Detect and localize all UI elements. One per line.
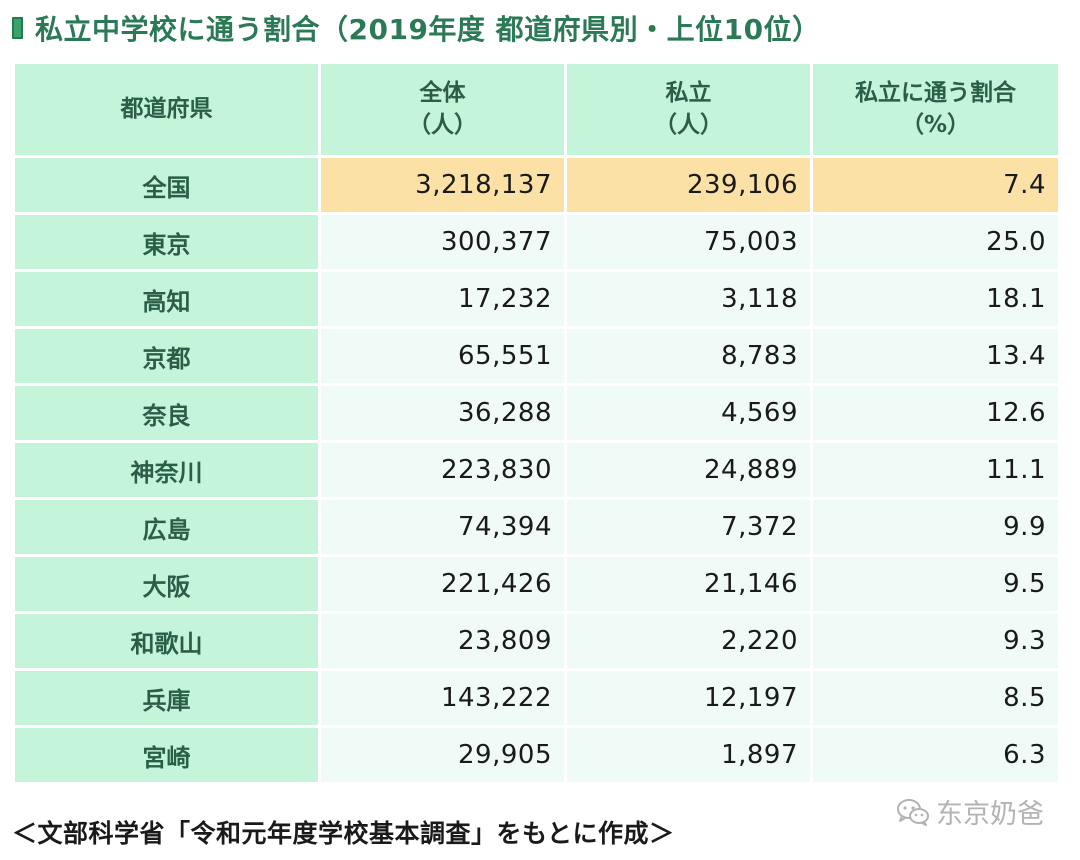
cell-total: 29,905 xyxy=(321,728,564,782)
cell-ratio: 9.5 xyxy=(813,557,1058,611)
table-body: 全国 3,218,137 239,106 7.4 東京 300,377 75,0… xyxy=(15,158,1058,782)
cell-total: 143,222 xyxy=(321,671,564,725)
header-ratio-label: 私立に通う割合 xyxy=(855,80,1016,107)
table-row: 兵庫 143,222 12,197 8.5 xyxy=(15,671,1058,725)
title-row: 私立中学校に通う割合（2019年度 都道府県別・上位10位） xyxy=(12,8,821,48)
header-total-label: 全体 xyxy=(419,80,466,107)
cell-total: 65,551 xyxy=(321,329,564,383)
cell-prefecture: 奈良 xyxy=(15,386,318,440)
cell-prefecture: 和歌山 xyxy=(15,614,318,668)
table-row: 広島 74,394 7,372 9.9 xyxy=(15,500,1058,554)
cell-total: 223,830 xyxy=(321,443,564,497)
watermark-text: 东京奶爸 xyxy=(936,799,1044,830)
page-title: 私立中学校に通う割合（2019年度 都道府県別・上位10位） xyxy=(35,13,821,46)
cell-prefecture: 宮崎 xyxy=(15,728,318,782)
table-row: 高知 17,232 3,118 18.1 xyxy=(15,272,1058,326)
header-total: 全体 （人） xyxy=(321,64,564,155)
cell-ratio: 11.1 xyxy=(813,443,1058,497)
cell-ratio: 12.6 xyxy=(813,386,1058,440)
cell-prefecture: 東京 xyxy=(15,215,318,269)
cell-total: 221,426 xyxy=(321,557,564,611)
wechat-icon xyxy=(897,798,929,826)
header-prefecture: 都道府県 xyxy=(15,64,318,155)
cell-private: 75,003 xyxy=(567,215,810,269)
watermark: 东京奶爸 xyxy=(896,792,1044,831)
table-row: 宮崎 29,905 1,897 6.3 xyxy=(15,728,1058,782)
source-note: ＜文部科学省「令和元年度学校基本調査」をもとに作成＞ xyxy=(12,819,675,848)
header-ratio-unit: （%） xyxy=(900,111,971,138)
cell-total: 74,394 xyxy=(321,500,564,554)
table-row: 大阪 221,426 21,146 9.5 xyxy=(15,557,1058,611)
table-row-national: 全国 3,218,137 239,106 7.4 xyxy=(15,158,1058,212)
private-school-ratio-table: 都道府県 全体 （人） 私立 （人） 私立に通う割合 （%） 全国 3,2 xyxy=(12,61,1061,785)
header-private: 私立 （人） xyxy=(567,64,810,155)
cell-ratio: 9.3 xyxy=(813,614,1058,668)
cell-private: 3,118 xyxy=(567,272,810,326)
cell-private: 1,897 xyxy=(567,728,810,782)
title-marker-icon xyxy=(12,17,23,39)
table-row: 和歌山 23,809 2,220 9.3 xyxy=(15,614,1058,668)
header-private-unit: （人） xyxy=(654,111,723,138)
cell-private: 24,889 xyxy=(567,443,810,497)
cell-total: 3,218,137 xyxy=(321,158,564,212)
cell-private: 2,220 xyxy=(567,614,810,668)
table-row: 奈良 36,288 4,569 12.6 xyxy=(15,386,1058,440)
cell-ratio: 9.9 xyxy=(813,500,1058,554)
cell-ratio: 25.0 xyxy=(813,215,1058,269)
cell-private: 7,372 xyxy=(567,500,810,554)
cell-ratio: 7.4 xyxy=(813,158,1058,212)
cell-ratio: 6.3 xyxy=(813,728,1058,782)
header-private-label: 私立 xyxy=(665,80,712,107)
header-total-unit: （人） xyxy=(408,111,477,138)
cell-prefecture: 京都 xyxy=(15,329,318,383)
header-prefecture-label: 都道府県 xyxy=(120,95,213,122)
table-row: 東京 300,377 75,003 25.0 xyxy=(15,215,1058,269)
cell-total: 36,288 xyxy=(321,386,564,440)
table-row: 神奈川 223,830 24,889 11.1 xyxy=(15,443,1058,497)
cell-private: 239,106 xyxy=(567,158,810,212)
table-row: 京都 65,551 8,783 13.4 xyxy=(15,329,1058,383)
data-table-container: 都道府県 全体 （人） 私立 （人） 私立に通う割合 （%） 全国 3,2 xyxy=(15,61,1058,785)
cell-prefecture: 神奈川 xyxy=(15,443,318,497)
cell-total: 17,232 xyxy=(321,272,564,326)
cell-private: 4,569 xyxy=(567,386,810,440)
cell-private: 12,197 xyxy=(567,671,810,725)
cell-prefecture: 大阪 xyxy=(15,557,318,611)
cell-prefecture: 兵庫 xyxy=(15,671,318,725)
header-ratio: 私立に通う割合 （%） xyxy=(813,64,1058,155)
cell-private: 21,146 xyxy=(567,557,810,611)
cell-total: 23,809 xyxy=(321,614,564,668)
cell-private: 8,783 xyxy=(567,329,810,383)
cell-prefecture: 高知 xyxy=(15,272,318,326)
cell-ratio: 8.5 xyxy=(813,671,1058,725)
cell-total: 300,377 xyxy=(321,215,564,269)
cell-ratio: 13.4 xyxy=(813,329,1058,383)
cell-prefecture: 広島 xyxy=(15,500,318,554)
cell-prefecture: 全国 xyxy=(15,158,318,212)
cell-ratio: 18.1 xyxy=(813,272,1058,326)
table-header-row: 都道府県 全体 （人） 私立 （人） 私立に通う割合 （%） xyxy=(15,64,1058,155)
